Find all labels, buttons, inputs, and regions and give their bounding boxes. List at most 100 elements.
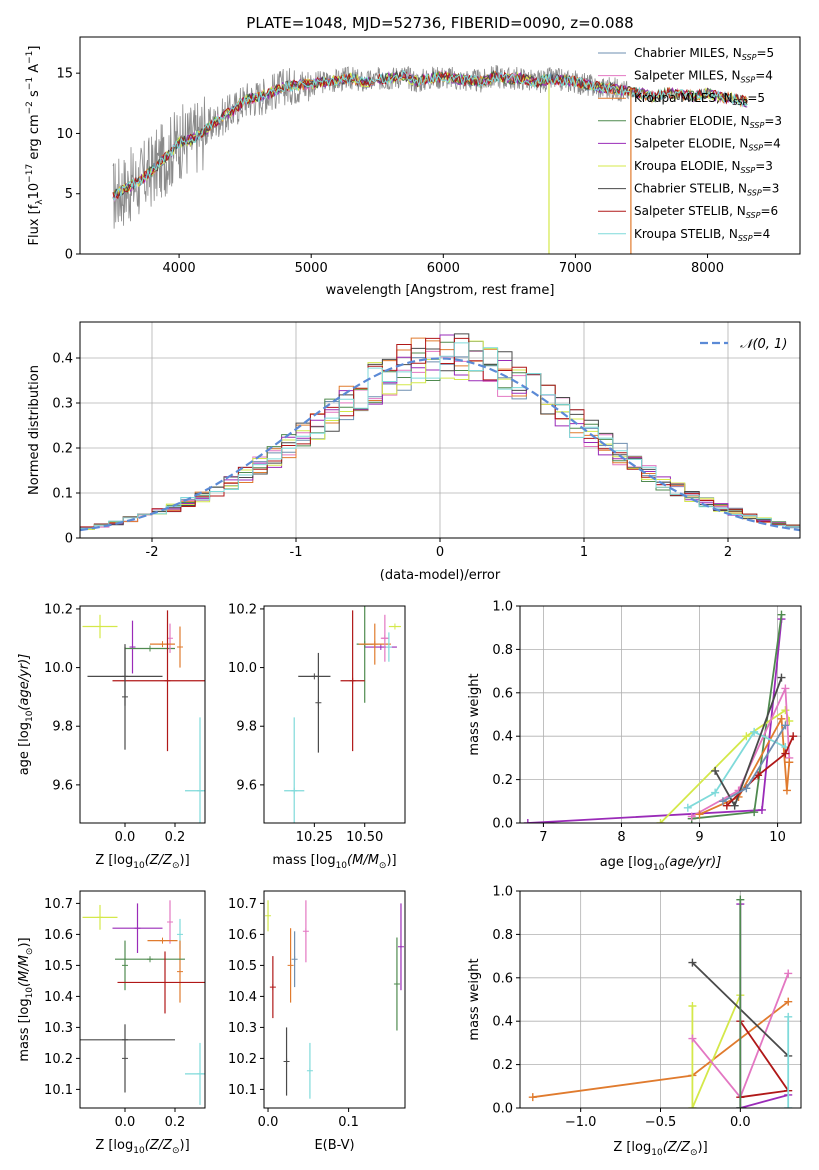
legend-label-sub: SSP xyxy=(747,189,762,198)
point-marker xyxy=(349,677,356,684)
x-axis-label-main: mass [log xyxy=(272,853,335,868)
y-tick-label: 10.2 xyxy=(44,1052,73,1067)
x-tick-label: 5000 xyxy=(295,261,328,276)
axes-frame xyxy=(79,36,801,255)
mass-weight-line xyxy=(687,730,786,809)
mass_vs_EBV-axes: 0.0 0.1 10.1 10.2 10.3 10.4 10.5 10.6 10.7 E(B-V) xyxy=(228,890,406,1153)
error-bar-point xyxy=(340,610,365,752)
error-bar-point xyxy=(358,623,391,665)
x-tick-label: 8000 xyxy=(691,261,724,276)
point-marker xyxy=(147,645,153,652)
mass-weight-marker xyxy=(784,997,793,1006)
mass-weight-marker xyxy=(687,812,696,821)
y-tick-label: 10.0 xyxy=(228,661,257,676)
x-tick-label: −1.0 xyxy=(565,1115,597,1130)
legend-label-suffix: =3 xyxy=(764,114,782,128)
x-axis-label-end: (Z/Z xyxy=(145,1138,173,1153)
age_vs_Z-axes: 0.0 0.29.69.810.010.2Z [log10(Z/Z⊙)]age [… xyxy=(17,602,206,871)
y-tick-label: 10.0 xyxy=(44,661,73,676)
legend-label-suffix: =5 xyxy=(747,91,765,105)
error-bar-point xyxy=(265,900,272,932)
point-marker xyxy=(122,693,128,700)
mass-weight-series xyxy=(656,706,794,823)
mass-weight-marker xyxy=(750,808,759,817)
y-label-part: Flux [f xyxy=(27,204,42,245)
legend-label-main: Salpeter ELODIE, N xyxy=(634,136,748,150)
normal-curve xyxy=(80,357,800,532)
point-marker xyxy=(393,981,400,987)
spectrum-axes: 4000 5000 6000 7000 8000 0 5 10 15 wavelength [An… xyxy=(25,36,801,298)
x-tick-label: 10.25 xyxy=(296,830,333,845)
legend-label-main: Chabrier MILES, N xyxy=(634,46,742,60)
legend-label-sub: SSP xyxy=(746,211,761,220)
mw_vs_Z-plot-area xyxy=(528,895,793,1108)
figure-title: PLATE=1048, MJD=52736, FIBERID=0090, z=0… xyxy=(246,14,633,32)
mass-weight-marker xyxy=(730,801,739,810)
point-marker xyxy=(385,644,392,651)
mass-weight-line xyxy=(691,688,791,818)
legend-label-sub: SSP xyxy=(750,121,765,130)
x-axis-label-end: (Z/Z xyxy=(145,853,173,868)
mass-weight-marker xyxy=(784,1104,793,1108)
x-axis-label-sub2: ⊙ xyxy=(172,1146,180,1156)
mass-weight-series xyxy=(736,895,745,1108)
y-tick-label: 10.2 xyxy=(228,1052,257,1067)
legend-label-suffix: =5 xyxy=(756,46,774,60)
legend-label: Salpeter STELIB, NSSP=6 xyxy=(634,204,778,220)
x-tick-label: 1 xyxy=(580,545,588,560)
y-tick-label: 10.4 xyxy=(44,990,73,1005)
y-label-sup: −1 xyxy=(25,51,35,64)
mass-weight-marker xyxy=(528,1093,537,1102)
y-tick-label: 0.6 xyxy=(492,971,513,986)
mass-weight-marker xyxy=(688,958,697,967)
error-bar-point xyxy=(397,903,404,991)
legend-label-suffix: =4 xyxy=(755,69,773,83)
y-tick-label: 1.0 xyxy=(492,600,513,615)
point-marker xyxy=(377,644,384,651)
mass-weight-marker xyxy=(688,1002,697,1011)
y-axis-label-sub: 10 xyxy=(25,710,35,722)
error-bar-point xyxy=(388,623,401,630)
legend-label-main: Chabrier STELIB, N xyxy=(634,182,747,196)
y-tick-label: 5 xyxy=(65,187,73,202)
point-marker xyxy=(197,787,203,794)
legend-label: 𝒩(0, 1) xyxy=(740,337,787,352)
mass-weight-marker xyxy=(777,673,786,682)
y-label-sub: λ xyxy=(35,199,45,205)
point-marker xyxy=(291,787,298,794)
error-bar-point xyxy=(122,1024,128,1093)
x-tick-label: 9 xyxy=(695,830,703,845)
y-tick-label: 0.4 xyxy=(492,730,513,745)
x-axis-label-end: (age/yr)] xyxy=(664,855,721,870)
error-bar-point xyxy=(364,644,397,651)
axes-frame xyxy=(79,605,206,824)
point-marker xyxy=(177,644,183,651)
legend-label-suffix: =4 xyxy=(753,227,771,241)
point-marker xyxy=(97,914,103,921)
legend-label-suffix: =3 xyxy=(762,182,780,196)
axes-frame xyxy=(79,890,206,1109)
x-axis-label-sub: 10 xyxy=(133,1146,145,1156)
point-marker xyxy=(147,956,153,963)
mass-weight-line xyxy=(691,994,742,1108)
x-tick-label: 0.0 xyxy=(115,830,136,845)
point-marker xyxy=(371,641,378,648)
x-axis-label-sub: 10 xyxy=(653,863,665,873)
x-axis-label-sub2: ⊙ xyxy=(379,861,387,871)
y-axis-label: mass [log10(M/M⊙)] xyxy=(17,937,35,1061)
spectrum-legend: Chabrier MILES, N SSP =5 Salpeter MILES, NS… xyxy=(598,46,782,243)
age_vs_mass-axes: 10.25 10.50 9.6 9.8 10.0 10.2 mass [log10(M/M⊙… xyxy=(228,602,406,871)
y-label-part: A xyxy=(27,64,42,77)
x-tick-label: 0.2 xyxy=(165,1115,186,1130)
axes-frame xyxy=(263,890,406,1109)
error-bar-point xyxy=(82,614,118,639)
x-axis-label: (data-model)/error xyxy=(380,568,501,583)
x-axis-label-close: )] xyxy=(180,1138,190,1153)
y-tick-label: 0 xyxy=(65,248,73,263)
error-bar-point xyxy=(82,904,118,930)
point-marker xyxy=(315,699,322,706)
mw_vs_age-plot-area xyxy=(523,610,798,823)
legend-label: Salpeter MILES, NSSP=4 xyxy=(634,69,773,85)
